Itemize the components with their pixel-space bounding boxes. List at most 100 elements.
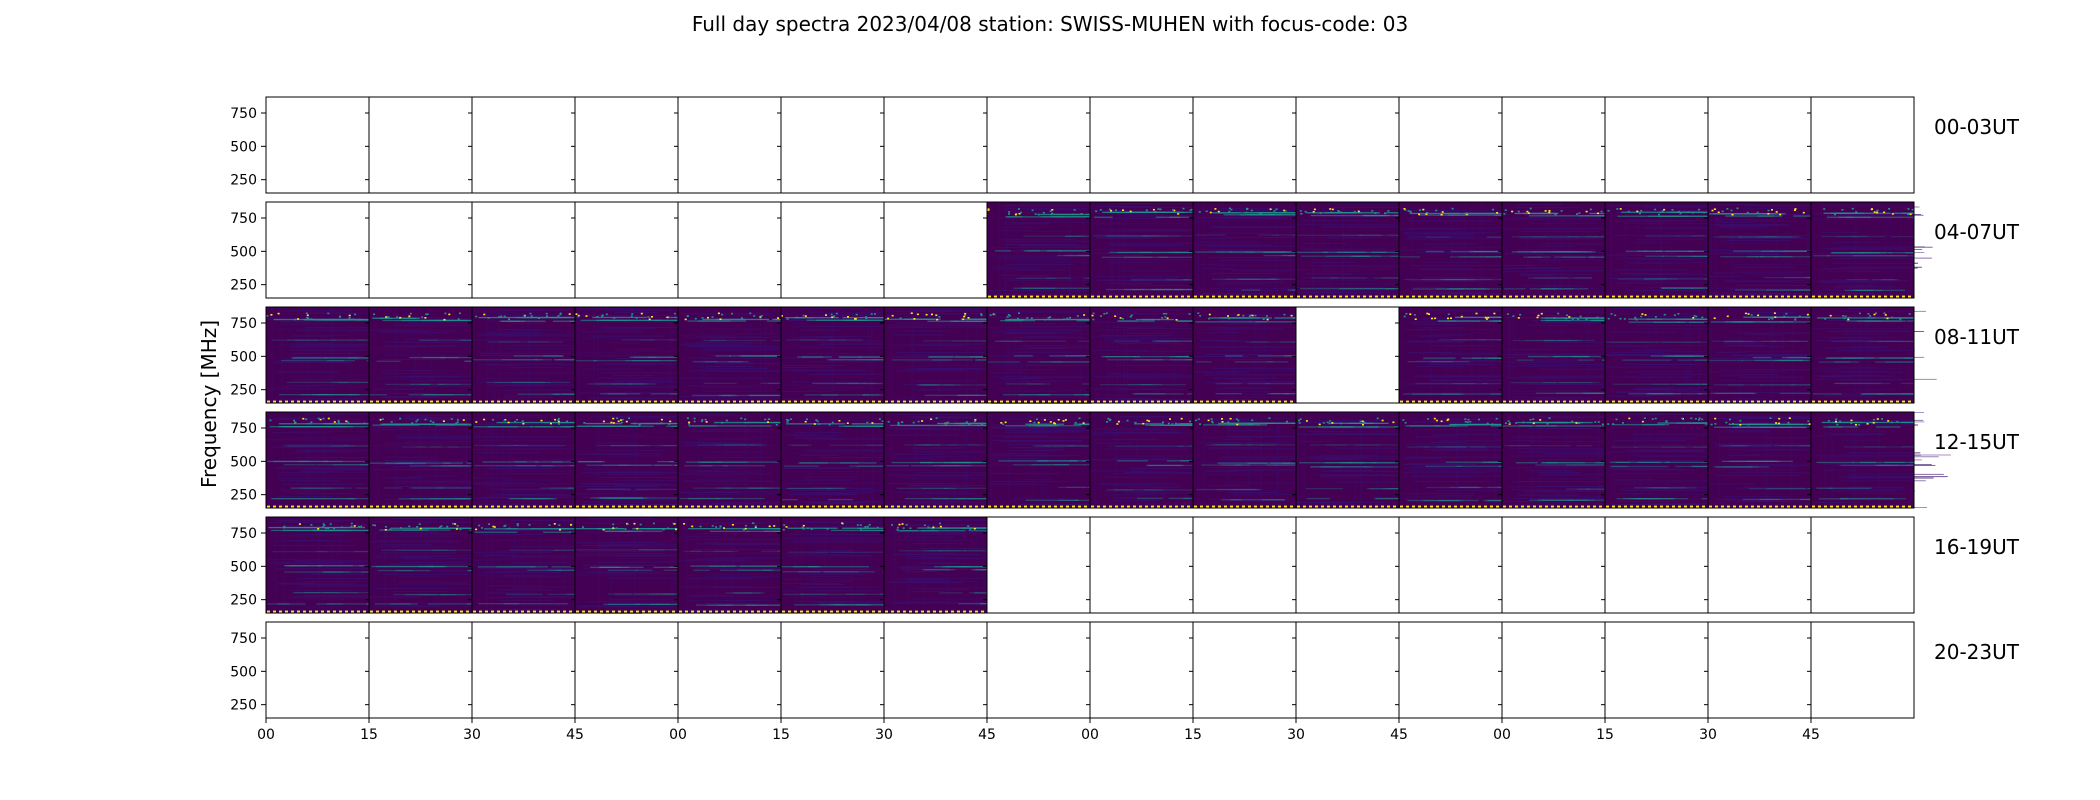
panel-frame bbox=[1810, 306, 1915, 404]
empty-panel bbox=[1601, 516, 1709, 614]
spectrum-panel bbox=[1704, 411, 1842, 509]
spectrum-panel bbox=[265, 516, 399, 614]
empty-panel bbox=[1189, 96, 1297, 194]
y-tick-label: 250 bbox=[230, 383, 257, 399]
x-tick-label: 45 bbox=[566, 727, 584, 743]
spectrum-panel bbox=[1601, 411, 1739, 509]
x-axis: 00 15 30 45 00 15 30 45 00 15 30 45 00 15 30 45 bbox=[257, 718, 1820, 743]
spectrum-panel bbox=[1292, 201, 1424, 299]
x-tick-label: 15 bbox=[1596, 727, 1614, 743]
empty-panel bbox=[365, 201, 473, 299]
empty-panel bbox=[674, 201, 782, 299]
y-tick-label: 250 bbox=[230, 593, 257, 609]
empty-panel bbox=[983, 621, 1091, 719]
spectrum-panel bbox=[1704, 201, 1849, 299]
y-tick-label: 500 bbox=[230, 244, 257, 260]
empty-panel bbox=[468, 96, 576, 194]
panel-frame bbox=[1810, 96, 1915, 194]
empty-panel bbox=[1704, 516, 1812, 614]
empty-panel bbox=[1498, 621, 1606, 719]
empty-panel bbox=[1189, 516, 1297, 614]
empty-panel bbox=[983, 516, 1091, 614]
panel-frame bbox=[1810, 201, 1915, 299]
spectrum-panel bbox=[777, 411, 916, 509]
spectrum-panel bbox=[1395, 201, 1531, 299]
y-tick-label: 750 bbox=[230, 526, 257, 542]
spectrum-panel bbox=[365, 516, 496, 614]
spectrum-panel bbox=[983, 201, 1114, 299]
empty-panel bbox=[777, 201, 885, 299]
empty-panel bbox=[1086, 516, 1194, 614]
empty-panel bbox=[674, 621, 782, 719]
empty-panel bbox=[1807, 96, 1915, 194]
empty-panel bbox=[571, 621, 679, 719]
panel-frame bbox=[1810, 411, 1915, 509]
spectrum-panel bbox=[880, 306, 1013, 404]
spectrum-panel bbox=[880, 516, 1017, 614]
empty-panel bbox=[983, 96, 1091, 194]
spectrum-panel bbox=[1807, 306, 1937, 404]
spectrum-panel bbox=[1601, 201, 1742, 299]
spectrum-panel bbox=[1395, 411, 1542, 509]
spectrum-panel bbox=[1807, 411, 1952, 509]
y-tick-label: 500 bbox=[230, 454, 257, 470]
spectrum-panel bbox=[1498, 411, 1637, 509]
empty-panel bbox=[1807, 621, 1915, 719]
y-tick-label: 500 bbox=[230, 559, 257, 575]
empty-panel bbox=[265, 96, 370, 194]
y-tick-label: 750 bbox=[230, 106, 257, 122]
empty-panel bbox=[1292, 306, 1400, 404]
x-tick-label: 30 bbox=[1287, 727, 1305, 743]
empty-panel bbox=[365, 96, 473, 194]
panel-row: 750 500 250 20-23UT bbox=[230, 621, 2020, 719]
spectrum-panel bbox=[777, 306, 910, 404]
spectrum-panel bbox=[365, 306, 503, 404]
empty-panel bbox=[1395, 621, 1503, 719]
row-label: 12-15UT bbox=[1934, 430, 2020, 454]
panel-row: 750 500 250 16-19UT bbox=[230, 516, 2020, 614]
empty-panel bbox=[880, 201, 988, 299]
x-tick-label: 15 bbox=[360, 727, 378, 743]
empty-panel bbox=[1292, 621, 1400, 719]
panel-row: 750 500 250 04-07UT bbox=[230, 201, 2020, 299]
spectrum-panel bbox=[365, 411, 510, 509]
spectrum-panel bbox=[1086, 411, 1223, 509]
row-label: 20-23UT bbox=[1934, 640, 2020, 664]
empty-panel bbox=[468, 201, 576, 299]
row-label: 00-03UT bbox=[1934, 115, 2020, 139]
spectrum-panel bbox=[1807, 201, 1933, 299]
y-tick-label: 500 bbox=[230, 664, 257, 680]
row-label: 04-07UT bbox=[1934, 220, 2020, 244]
spectrum-panel bbox=[1086, 201, 1224, 299]
row-label: 08-11UT bbox=[1934, 325, 2020, 349]
spectrum-panel bbox=[468, 516, 609, 614]
empty-panel bbox=[571, 96, 679, 194]
spectrum-panel bbox=[1189, 201, 1325, 299]
spectrum-panel bbox=[265, 306, 392, 404]
spectrum-panel bbox=[1498, 201, 1640, 299]
x-tick-label: 15 bbox=[1184, 727, 1202, 743]
empty-panel bbox=[1601, 96, 1709, 194]
chart-title: Full day spectra 2023/04/08 station: SWI… bbox=[692, 12, 1408, 36]
empty-panel bbox=[1704, 621, 1812, 719]
row-label: 16-19UT bbox=[1934, 535, 2020, 559]
spectrum-panel bbox=[983, 411, 1109, 509]
empty-panel bbox=[880, 96, 988, 194]
x-tick-label: 30 bbox=[875, 727, 893, 743]
spectrum-panel bbox=[1704, 306, 1851, 404]
spectrum-panel bbox=[1601, 306, 1744, 404]
spectrum-panel bbox=[674, 306, 817, 404]
empty-panel bbox=[1395, 516, 1503, 614]
empty-panel bbox=[265, 621, 370, 719]
x-tick-label: 30 bbox=[1699, 727, 1717, 743]
x-tick-label: 15 bbox=[772, 727, 790, 743]
y-tick-label: 750 bbox=[230, 631, 257, 647]
x-tick-label: 30 bbox=[463, 727, 481, 743]
y-tick-label: 250 bbox=[230, 278, 257, 294]
empty-panel bbox=[571, 201, 679, 299]
y-tick-label: 250 bbox=[230, 173, 257, 189]
spectrum-panel bbox=[468, 411, 611, 509]
y-tick-label: 750 bbox=[230, 421, 257, 437]
empty-panel bbox=[1498, 516, 1606, 614]
